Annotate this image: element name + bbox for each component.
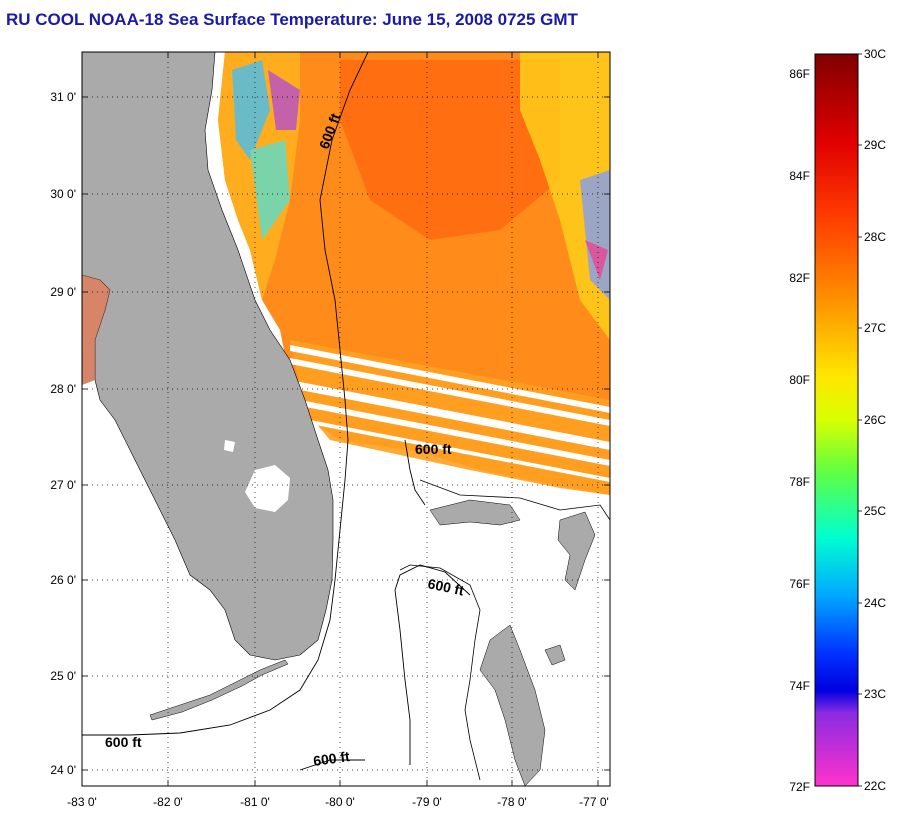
cloud-noise-band [290, 340, 610, 495]
lat-label: 31 0' [50, 90, 76, 104]
andros-island [479, 624, 546, 786]
map-frame [81, 51, 611, 787]
lat-label: 28 0' [50, 382, 76, 396]
lon-label: -79 0' [412, 795, 442, 809]
tick-marks [81, 52, 610, 786]
sst-yellow-band [520, 52, 610, 340]
isobath-lines [82, 52, 471, 771]
lat-label: 26 0' [50, 573, 76, 587]
lon-label: -82 0' [153, 795, 183, 809]
map-title: RU COOL NOAA-18 Sea Surface Temperature:… [6, 10, 578, 29]
map-area [82, 52, 610, 786]
lon-label: -78 0' [497, 795, 527, 809]
gulf-noise [82, 275, 110, 385]
lon-label: -83 0' [67, 795, 97, 809]
lake-okeechobee [245, 465, 290, 512]
lat-label: 30 0' [50, 187, 76, 201]
abaco-island [557, 511, 596, 591]
isobath-label: 600 ft [426, 575, 465, 598]
grand-bahama [429, 499, 521, 526]
lat-label: 29 0' [50, 285, 76, 299]
sst-cold-streaks [232, 60, 610, 300]
lon-label: -81 0' [240, 795, 270, 809]
isobath-label: 600 ft [105, 734, 142, 750]
lon-label: -77 0' [579, 795, 609, 809]
lat-label: 24 0' [50, 763, 76, 777]
lat-label: 27 0' [50, 478, 76, 492]
lat-label: 25 0' [50, 669, 76, 683]
florida-keys [149, 659, 289, 721]
isobath-label: 600 ft [312, 748, 351, 769]
sst-warm-core [340, 60, 560, 240]
lon-label: -80 0' [325, 795, 355, 809]
isobath-label: 600 ft [415, 441, 452, 457]
graticule [82, 52, 610, 786]
